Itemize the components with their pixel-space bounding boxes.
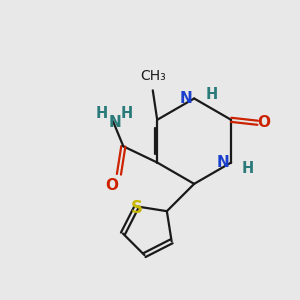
Text: H: H [96, 106, 108, 121]
Text: O: O [105, 178, 118, 193]
Text: S: S [131, 199, 143, 217]
Text: H: H [242, 161, 254, 176]
Text: H: H [120, 106, 132, 121]
Text: N: N [109, 115, 122, 130]
Text: H: H [206, 87, 218, 102]
Text: CH₃: CH₃ [140, 69, 166, 83]
Text: N: N [217, 155, 230, 170]
Text: O: O [258, 115, 271, 130]
Text: N: N [180, 91, 193, 106]
